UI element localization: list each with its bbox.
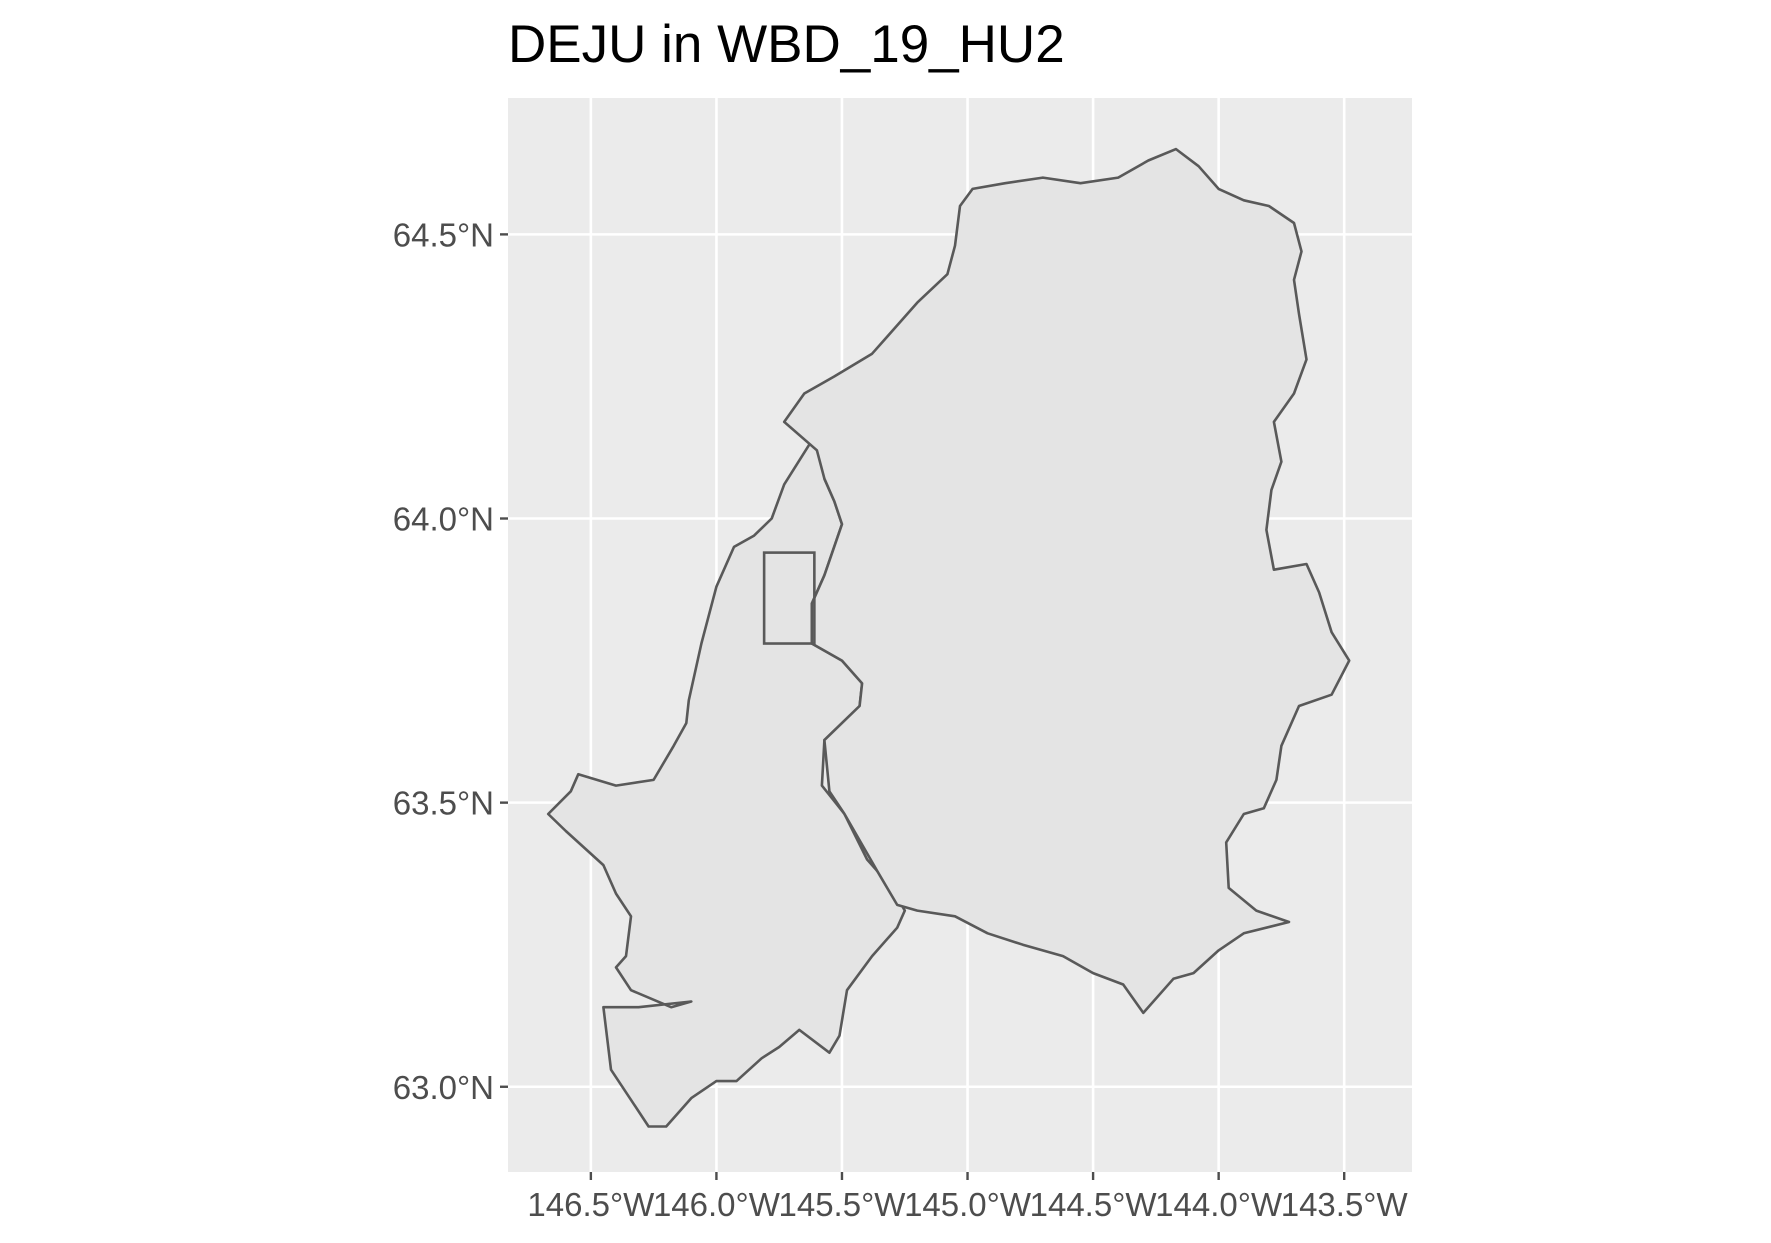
- x-tick-label: 144.0°W: [1155, 1186, 1283, 1223]
- y-tick-label: 64.5°N: [393, 216, 494, 253]
- deju-site-box: [762, 551, 816, 645]
- y-tick-label: 63.0°N: [393, 1069, 494, 1106]
- x-tick-label: 144.5°W: [1030, 1186, 1158, 1223]
- axes: 146.5°W146.0°W145.5°W145.0°W144.5°W144.0…: [393, 216, 1409, 1223]
- x-tick-label: 146.5°W: [527, 1186, 655, 1223]
- map-title: DEJU in WBD_19_HU2: [508, 15, 1065, 74]
- map-features: [546, 147, 1351, 1128]
- x-tick-label: 146.0°W: [653, 1186, 781, 1223]
- y-tick-label: 63.5°N: [393, 785, 494, 822]
- y-tick-label: 64.0°N: [393, 501, 494, 538]
- x-tick-label: 143.5°W: [1281, 1186, 1409, 1223]
- x-tick-label: 145.5°W: [779, 1186, 907, 1223]
- east-watershed-polygon: [782, 147, 1351, 1015]
- x-tick-label: 145.0°W: [904, 1186, 1032, 1223]
